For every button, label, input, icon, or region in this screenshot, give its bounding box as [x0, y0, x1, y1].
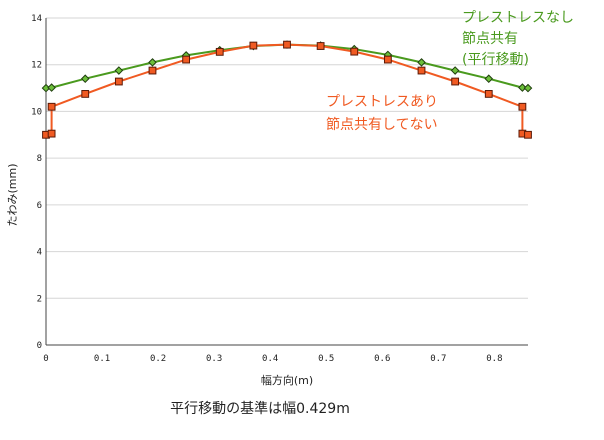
y-tick-label: 0 [37, 341, 42, 351]
data-point-1 [484, 90, 493, 98]
data-point-0 [417, 58, 426, 67]
data-point-0 [484, 74, 494, 84]
x-tick-label: 0.6 [374, 354, 390, 364]
x-tick-label: 0.1 [94, 354, 110, 364]
x-tick-label: 0.4 [262, 354, 278, 364]
data-point-1 [518, 102, 527, 111]
axes: 0 2 4 6 8 10 12 14 0 0.1 0.2 0.3 0.4 0.5 0.6 0.7 0.8 [31, 14, 528, 364]
grid [46, 17, 528, 346]
data-point-1 [417, 66, 426, 75]
series [41, 40, 533, 139]
x-axis-title: 幅方向(m) [261, 373, 313, 387]
x-tick-label: 0.2 [150, 354, 166, 364]
data-point-1 [451, 77, 460, 86]
data-point-0 [523, 83, 533, 93]
chart-caption: 平行移動の基準は幅0.429m [170, 400, 350, 417]
data-point-1 [47, 102, 56, 111]
x-tick-label: 0.7 [430, 354, 446, 364]
x-tick-label: 0 [43, 354, 48, 364]
series-label-0: 節点共有 [462, 30, 518, 47]
data-point-1 [383, 55, 392, 64]
y-tick-label: 10 [31, 107, 42, 117]
data-point-0 [114, 66, 124, 75]
y-tick-label: 14 [31, 14, 42, 24]
y-tick-label: 2 [37, 294, 42, 304]
data-point-0 [518, 83, 527, 92]
data-point-1 [316, 42, 325, 50]
data-point-1 [215, 47, 224, 56]
data-point-0 [47, 83, 56, 92]
data-point-1 [283, 40, 291, 49]
series-label-1: プレストレスあり [326, 94, 438, 110]
x-tick-label: 0.5 [318, 354, 334, 364]
x-tick-label: 0.8 [486, 354, 502, 364]
x-tick-label: 0.3 [206, 354, 222, 364]
data-point-0 [148, 58, 157, 67]
data-point-0 [450, 66, 460, 75]
y-axis-title: たわみ(mm) [6, 163, 19, 226]
data-point-1 [350, 47, 359, 56]
data-point-1 [182, 55, 191, 64]
series-label-0: プレストレスなし [462, 10, 574, 26]
y-tick-label: 8 [37, 154, 42, 164]
series-label-1: 節点共有してない [326, 116, 438, 133]
data-point-1 [249, 41, 258, 50]
data-point-0 [80, 74, 90, 84]
data-point-1 [148, 66, 157, 75]
data-point-1 [47, 129, 56, 138]
y-tick-label: 12 [31, 61, 42, 71]
data-point-1 [81, 90, 90, 98]
data-point-1 [114, 77, 123, 86]
y-tick-label: 4 [37, 248, 42, 258]
data-point-1 [524, 130, 532, 139]
series-label-0: (平行移動) [462, 52, 529, 68]
y-tick-label: 6 [37, 201, 42, 211]
series-line-1 [45, 43, 529, 136]
